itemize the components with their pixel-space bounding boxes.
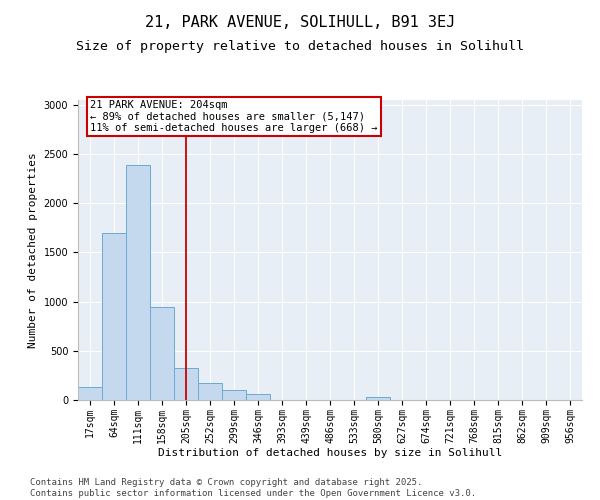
- Bar: [174, 368, 198, 400]
- Bar: [126, 165, 150, 400]
- Bar: [246, 394, 270, 400]
- Text: 21 PARK AVENUE: 204sqm
← 89% of detached houses are smaller (5,147)
11% of semi-: 21 PARK AVENUE: 204sqm ← 89% of detached…: [90, 100, 377, 133]
- Bar: [150, 306, 174, 400]
- Bar: [222, 390, 246, 400]
- Bar: [78, 387, 102, 400]
- Bar: [366, 397, 390, 400]
- Bar: [102, 233, 126, 400]
- Bar: [198, 383, 222, 400]
- Text: Contains HM Land Registry data © Crown copyright and database right 2025.
Contai: Contains HM Land Registry data © Crown c…: [30, 478, 476, 498]
- Y-axis label: Number of detached properties: Number of detached properties: [28, 152, 38, 348]
- Text: Size of property relative to detached houses in Solihull: Size of property relative to detached ho…: [76, 40, 524, 53]
- Text: 21, PARK AVENUE, SOLIHULL, B91 3EJ: 21, PARK AVENUE, SOLIHULL, B91 3EJ: [145, 15, 455, 30]
- X-axis label: Distribution of detached houses by size in Solihull: Distribution of detached houses by size …: [158, 448, 502, 458]
